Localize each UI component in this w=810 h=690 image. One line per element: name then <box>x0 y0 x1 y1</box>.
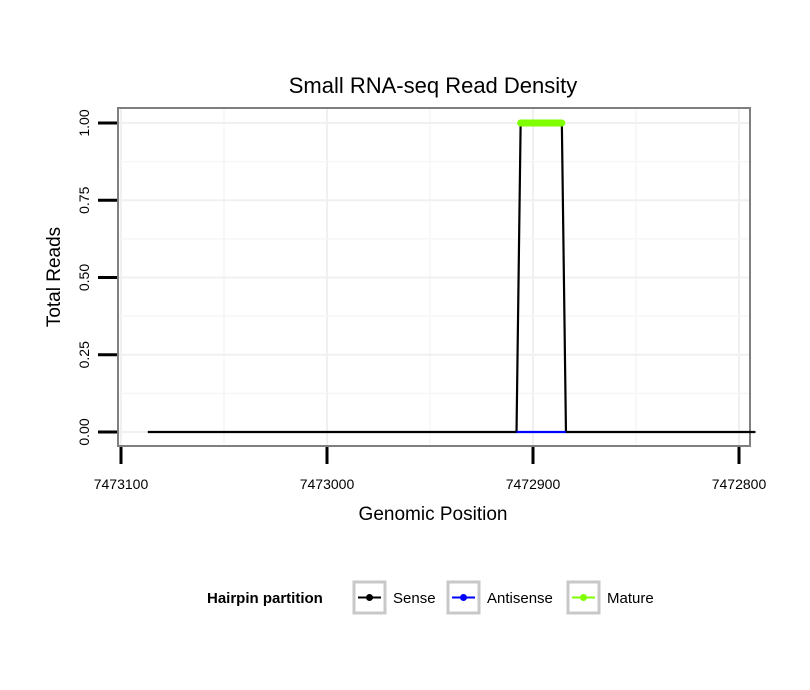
legend-key-point <box>580 594 587 601</box>
x-tick-label: 7473100 <box>94 476 149 492</box>
legend-key-point <box>366 594 373 601</box>
legend-label: Sense <box>393 590 436 607</box>
data-series <box>147 119 756 434</box>
y-tick-label: 0.75 <box>76 186 92 213</box>
legend-item-mature: Mature <box>566 580 654 615</box>
chart-title: Small RNA-seq Read Density <box>289 73 578 98</box>
x-tick-label: 7473000 <box>300 476 355 492</box>
legend-label: Mature <box>607 590 654 607</box>
legend: Hairpin partition Sense Antisense Mature <box>207 580 654 615</box>
legend-title: Hairpin partition <box>207 590 323 607</box>
y-tick-label: 0.25 <box>76 341 92 368</box>
y-tick-label: 0.00 <box>76 418 92 445</box>
x-axis-title: Genomic Position <box>359 504 508 525</box>
y-tick-label: 0.50 <box>76 264 92 291</box>
legend-key-point <box>460 594 467 601</box>
legend-item-antisense: Antisense <box>446 580 553 615</box>
y-tick-label: 1.00 <box>76 109 92 136</box>
grid-lines <box>119 109 749 445</box>
x-tick-label: 7472800 <box>712 476 767 492</box>
x-tick-label: 7472900 <box>506 476 561 492</box>
y-axis-title: Total Reads <box>44 227 65 327</box>
legend-label: Antisense <box>487 590 553 607</box>
axes: 7473100 7473000 7472900 7472800 0.00 0.25 0.50… <box>76 109 766 492</box>
legend-item-sense: Sense <box>352 580 436 615</box>
